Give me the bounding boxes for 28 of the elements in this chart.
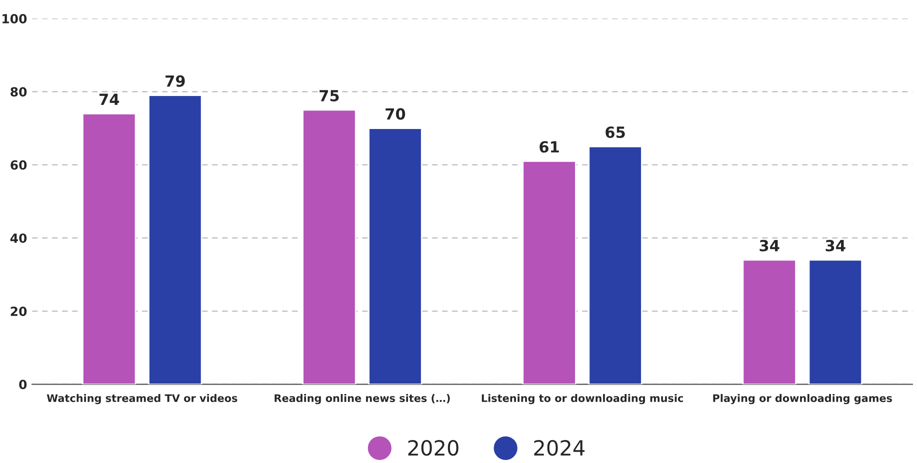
- bar: [808, 259, 862, 384]
- data-label: 61: [540, 141, 559, 153]
- x-tick-label: Playing or downloading games: [713, 394, 892, 404]
- data-label: 65: [606, 126, 625, 138]
- y-tick-label: 60: [10, 160, 27, 170]
- x-tick-label: Reading online news sites (…): [274, 394, 450, 404]
- y-tick-label: 20: [10, 306, 27, 316]
- bar: [302, 109, 356, 384]
- bar: [742, 259, 796, 384]
- legend-label: 2024: [534, 440, 585, 456]
- legend-label: 2020: [408, 440, 458, 456]
- x-tick-label: Listening to or downloading music: [482, 394, 683, 404]
- y-tick-label: 40: [10, 233, 27, 243]
- bar: [588, 146, 642, 384]
- y-tick-label: 80: [10, 87, 27, 97]
- y-tick-label: 0: [19, 380, 27, 390]
- data-label: 34: [760, 240, 780, 252]
- bar: [522, 160, 576, 384]
- data-label: 79: [166, 75, 185, 87]
- y-tick-label: 100: [2, 14, 27, 24]
- bar: [82, 112, 136, 384]
- bar: [148, 94, 202, 384]
- data-label: 34: [826, 240, 846, 252]
- data-label: 75: [320, 90, 339, 102]
- bar: [368, 128, 422, 384]
- x-tick-label: Watching streamed TV or videos: [46, 394, 238, 404]
- data-label: 70: [386, 108, 406, 120]
- data-label: 74: [100, 94, 120, 105]
